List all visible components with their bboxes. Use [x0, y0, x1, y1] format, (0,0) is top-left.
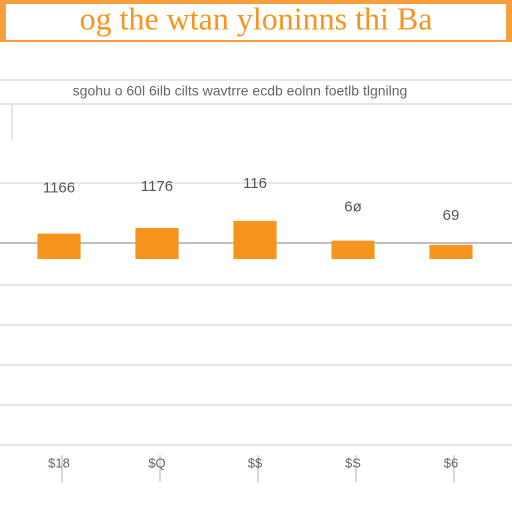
bar: [331, 240, 375, 259]
title-box: [6, 4, 506, 40]
x-tick-label: $18: [48, 455, 70, 470]
data-label: 1176: [141, 178, 173, 195]
bar: [429, 244, 473, 259]
bar: [233, 220, 277, 259]
data-label: 1166: [43, 180, 75, 197]
x-tick-label: $6: [444, 455, 458, 470]
bar: [135, 227, 179, 259]
data-label: 6ø: [344, 199, 362, 216]
chart-subtitle: sgohu o 60l 6ilb cilts wavtrre ecdb eoln…: [73, 83, 408, 99]
chart-title: og the wtan yloninns thi Ba: [80, 0, 433, 36]
data-label: 69: [443, 207, 460, 224]
data-label: 116: [243, 175, 267, 192]
x-tick-label: $$: [248, 455, 263, 470]
x-tick-label: $Q: [148, 455, 165, 470]
x-tick-label: $S: [345, 455, 361, 470]
bar: [37, 233, 81, 259]
